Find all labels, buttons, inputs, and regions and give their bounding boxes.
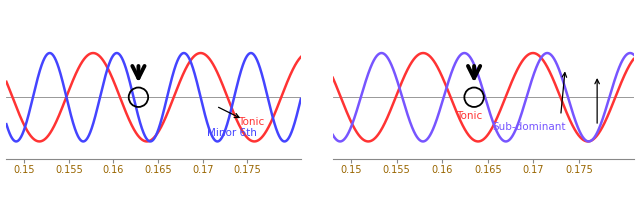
Text: Tonic: Tonic	[456, 111, 482, 121]
Text: Sub-dominant: Sub-dominant	[492, 122, 566, 132]
Text: Tonic: Tonic	[238, 117, 264, 127]
Text: Minor 6th: Minor 6th	[207, 128, 257, 138]
